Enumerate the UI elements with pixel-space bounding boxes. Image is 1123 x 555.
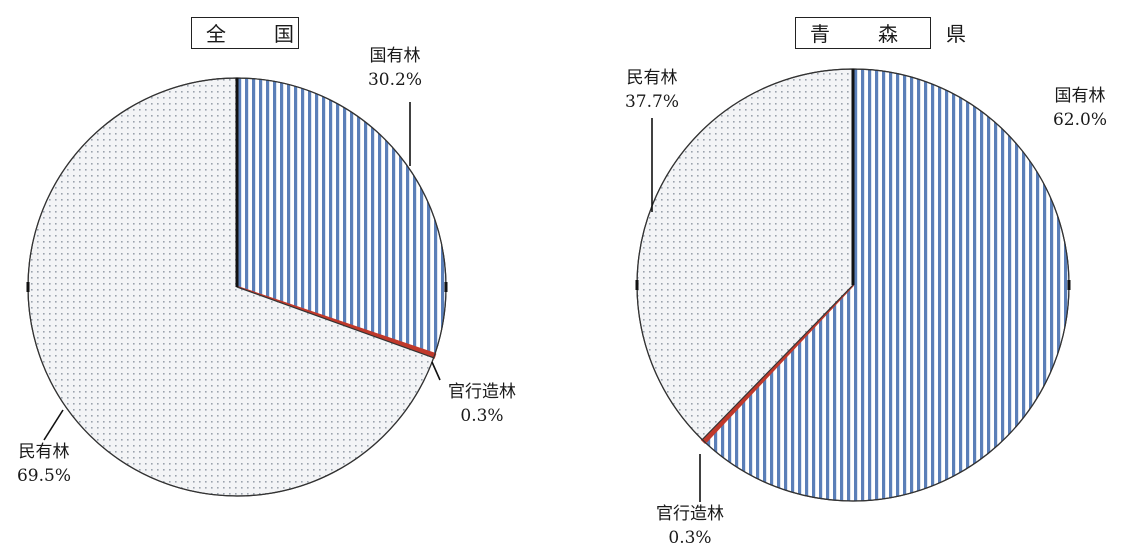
label-national-kangyozorin: 官行造林 0.3%: [432, 380, 532, 428]
label-aomori-minyurin: 民有林 37.7%: [612, 66, 692, 114]
leader-line: [431, 361, 441, 381]
label-national-kokuyurin: 国有林 30.2%: [355, 44, 435, 92]
label-aomori-kangyozorin: 官行造林 0.3%: [640, 502, 740, 550]
label-aomori-kokuyurin: 国有林 62.0%: [1040, 84, 1120, 132]
value-label: 62.0%: [1052, 110, 1107, 130]
category-label: 官行造林: [656, 504, 724, 524]
value-label: 0.3%: [668, 528, 712, 548]
value-label: 0.3%: [460, 406, 504, 426]
label-national-minyurin: 民有林 69.5%: [4, 440, 84, 488]
chart-title-national: 全 国: [191, 17, 299, 49]
value-label: 37.7%: [624, 92, 679, 112]
category-label: 民有林: [18, 442, 70, 462]
category-label: 国有林: [1054, 86, 1106, 106]
category-label: 官行造林: [448, 382, 516, 402]
leader-line: [43, 409, 64, 441]
category-label: 民有林: [626, 68, 678, 88]
value-label: 30.2%: [367, 70, 422, 90]
chart-title-aomori: 青 森 県: [795, 17, 966, 49]
value-label: 69.5%: [16, 466, 71, 486]
category-label: 国有林: [369, 46, 421, 66]
